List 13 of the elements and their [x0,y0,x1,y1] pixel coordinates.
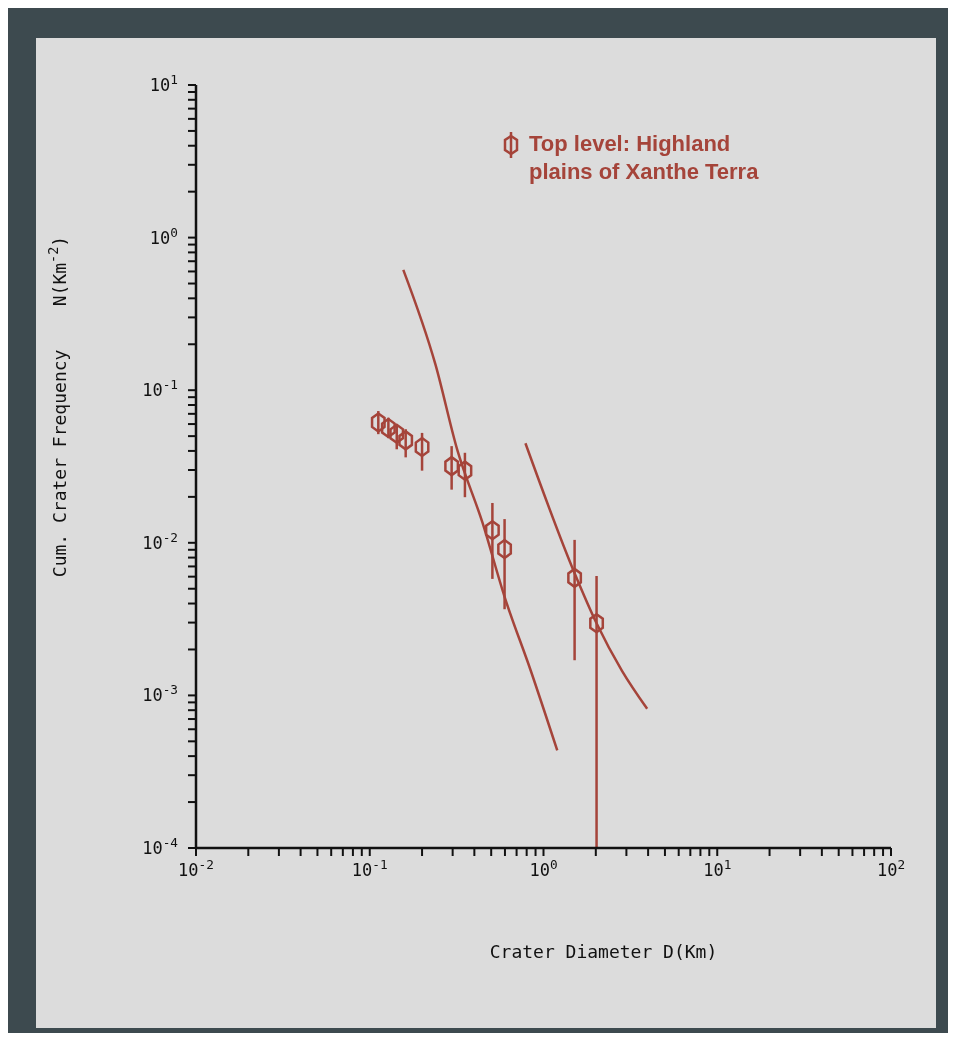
y-tick-label: 10$^{-3}$ [142,681,178,706]
x-tick-label: 10$^{-1}$ [351,856,388,880]
y-tick-label: 10$^{1}$ [149,71,178,95]
y-tick-label: 10$^{0}$ [149,224,178,248]
x-tick-label: 10$^{-2}$ [178,856,214,880]
x-tick-label: 10$^{0}$ [529,856,558,880]
y-tick-label: 10$^{-1}$ [142,376,178,401]
x-axis-title: Crater Diameter D(Km) [489,941,718,962]
x-tick-label: 10$^{1}$ [703,856,732,880]
x-tick-label: 10$^{2}$ [876,856,906,880]
y-tick-label: 10$^{-4}$ [142,834,179,858]
legend-label: Top level: Highland plains of Xanthe Terra [529,130,759,186]
y-tick-label: 10$^{-2}$ [142,529,178,553]
